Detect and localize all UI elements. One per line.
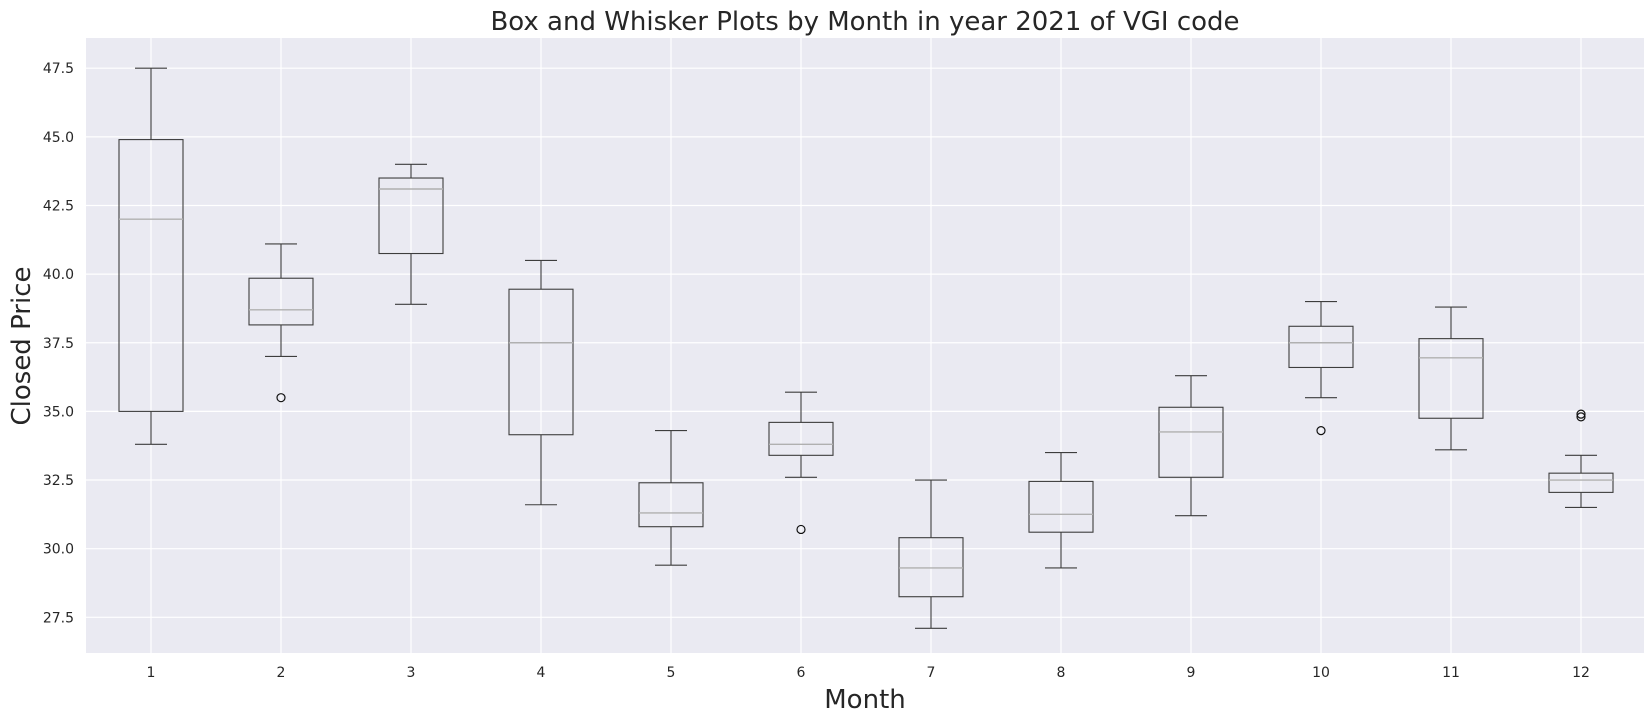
box-iqr <box>508 288 574 436</box>
box-iqr <box>1548 472 1614 493</box>
box-iqr <box>638 482 704 528</box>
box-month-9 <box>1158 375 1224 517</box>
box-month-6 <box>768 391 834 535</box>
outlier-point <box>796 524 806 535</box>
y-tick-label: 42.5 <box>43 198 74 214</box>
x-tick-label: 5 <box>667 665 676 681</box>
x-tick-label: 6 <box>797 665 806 681</box>
x-tick-label: 9 <box>1187 665 1196 681</box>
y-tick-label: 47.5 <box>43 61 74 77</box>
box-month-12 <box>1548 409 1614 509</box>
box-iqr <box>378 177 444 255</box>
outlier-point <box>276 393 286 403</box>
box-month-7 <box>898 479 964 629</box>
y-tick-label: 35.0 <box>43 404 74 420</box>
box-month-1 <box>118 67 184 445</box>
box-iqr <box>118 139 184 412</box>
box-month-10 <box>1288 301 1354 436</box>
box-month-3 <box>378 163 444 305</box>
box-iqr <box>768 421 834 456</box>
x-tick-label: 12 <box>1572 665 1590 681</box>
box-iqr <box>1418 338 1484 419</box>
x-tick-label: 1 <box>147 665 156 681</box>
box-month-4 <box>508 259 574 506</box>
x-tick-label: 2 <box>277 665 286 681</box>
box-iqr <box>1158 406 1224 478</box>
chart-title: Box and Whisker Plots by Month in year 2… <box>490 7 1239 37</box>
box-iqr <box>248 277 314 326</box>
box-month-8 <box>1028 452 1094 569</box>
x-tick-label: 7 <box>927 665 936 681</box>
box-iqr <box>1028 480 1094 533</box>
outlier-point <box>1316 426 1326 436</box>
y-tick-label: 30.0 <box>43 542 74 558</box>
x-tick-label: 10 <box>1312 665 1330 681</box>
y-tick-label: 27.5 <box>43 610 74 626</box>
y-axis-label: Closed Price <box>7 266 37 425</box>
box-month-11 <box>1418 306 1484 451</box>
y-tick-label: 40.0 <box>43 267 74 283</box>
plot-area <box>86 38 1644 653</box>
x-axis-label: Month <box>824 685 906 715</box>
x-tick-label: 11 <box>1442 665 1460 681</box>
x-tick-label: 3 <box>407 665 416 681</box>
y-tick-label: 32.5 <box>43 473 74 489</box>
boxes <box>118 67 1614 629</box>
y-tick-labels: 27.5 30.0 32.5 35.0 37.5 40.0 42.5 45.0 47.5 <box>43 61 74 626</box>
y-tick-label: 45.0 <box>43 130 74 146</box>
outlier-point <box>1576 409 1586 419</box>
box-iqr <box>1288 325 1354 369</box>
x-tick-label: 4 <box>537 665 546 681</box>
x-tick-labels: 1 2 3 4 5 6 7 8 9 10 11 12 <box>147 665 1590 681</box>
y-tick-label: 37.5 <box>43 336 74 352</box>
box-month-5 <box>638 430 704 566</box>
x-tick-label: 8 <box>1057 665 1066 681</box>
outlier-point <box>1576 412 1586 422</box>
box-month-2 <box>248 243 314 403</box>
